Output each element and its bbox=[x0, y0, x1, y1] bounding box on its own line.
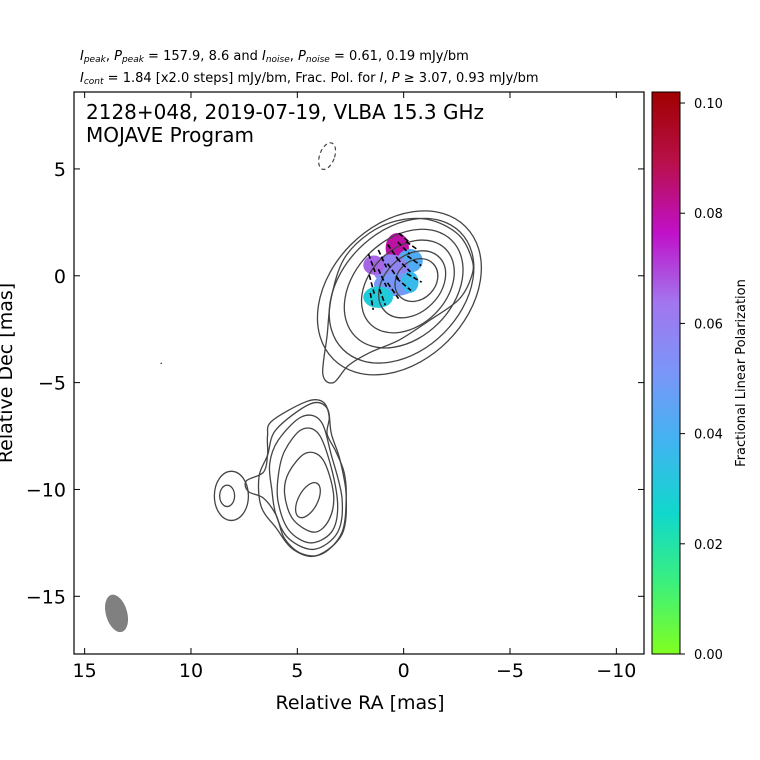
y-tick-label: 0 bbox=[54, 266, 66, 288]
i-cont-sub: cont bbox=[83, 77, 104, 87]
evpa-stick bbox=[406, 272, 423, 283]
x-axis-label: Relative RA [mas] bbox=[275, 692, 444, 714]
core-contour bbox=[328, 217, 475, 364]
y-tick-label: −5 bbox=[38, 373, 66, 395]
y-tick-label: −10 bbox=[26, 479, 66, 501]
peak-values: 157.9, 8.6 bbox=[163, 49, 230, 64]
evpa-stick bbox=[377, 268, 388, 287]
evpa-stick bbox=[406, 255, 422, 267]
p-noise-sub: noise bbox=[305, 55, 330, 65]
core-contour bbox=[378, 250, 447, 319]
chart-title: 2128+048, 2019-07-19, VLBA 15.3 GHz bbox=[86, 100, 484, 124]
evpa-stick bbox=[368, 274, 376, 294]
polarization-patch bbox=[401, 271, 419, 293]
chart-subtitle: MOJAVE Program bbox=[86, 123, 254, 147]
p-peak-sub: peak bbox=[121, 55, 144, 65]
jet-inner-contour bbox=[294, 482, 321, 519]
stray-point bbox=[160, 362, 163, 365]
core-contour bbox=[360, 239, 455, 334]
y-tick-label: 5 bbox=[54, 159, 66, 181]
evpa-stick bbox=[386, 282, 400, 300]
evpa-stick bbox=[377, 249, 388, 268]
p-noise-label: P bbox=[298, 49, 306, 64]
i-peak-label: I bbox=[80, 49, 84, 64]
y-axis-label: Relative Dec [mas] bbox=[0, 283, 17, 463]
cont-text: = 1.84 [x2.0 steps] mJy/bm, Frac. Pol. f… bbox=[107, 71, 376, 86]
evpa-stick bbox=[369, 292, 375, 310]
y-tick-label: −15 bbox=[26, 586, 66, 608]
evpa-stick bbox=[396, 257, 411, 273]
jet-contour bbox=[257, 401, 348, 558]
beam-ellipse bbox=[105, 594, 129, 633]
evpa-stick bbox=[397, 241, 411, 255]
side-component-contour bbox=[213, 470, 250, 522]
x-tick-label: 5 bbox=[291, 660, 303, 682]
x-tick-label: 0 bbox=[398, 660, 410, 682]
i-cont-label: I bbox=[80, 71, 84, 86]
header-line-1: Ipeak, Ppeak = 157.9, 8.6 and Inoise, Pn… bbox=[80, 49, 469, 65]
x-tick-label: −5 bbox=[496, 660, 524, 682]
jet-contour bbox=[276, 427, 339, 544]
colorbar bbox=[651, 91, 681, 655]
p-peak-label: P bbox=[114, 49, 122, 64]
core-contour bbox=[394, 257, 439, 303]
x-tick-label: 10 bbox=[179, 660, 203, 682]
colorbar-tick-label: 0.06 bbox=[694, 317, 723, 332]
evpa-stick bbox=[398, 232, 410, 243]
x-tick-label: 15 bbox=[73, 660, 97, 682]
axis-ticks: 15 10 5 0 −5 −10 5 0 −5 −10 −15 bbox=[26, 92, 644, 682]
thresh-values: 3.07, 0.93 mJy/bm bbox=[418, 71, 539, 86]
plot-content bbox=[105, 142, 483, 633]
and-word: and bbox=[233, 49, 258, 64]
colorbar-tick-label: 0.02 bbox=[694, 538, 723, 553]
colorbar-ticks: 0.00 0.02 0.04 0.06 0.08 0.10 bbox=[680, 97, 723, 663]
noise-values: 0.61, 0.19 mJy/bm bbox=[349, 49, 469, 64]
evpa-stick bbox=[367, 253, 376, 273]
jet-contour bbox=[268, 414, 344, 551]
i-noise-label: I bbox=[262, 49, 266, 64]
i-label: I bbox=[379, 71, 384, 86]
evpa-stick bbox=[405, 240, 419, 251]
core-contour bbox=[316, 210, 483, 376]
i-noise-sub: noise bbox=[265, 55, 290, 65]
x-tick-label: −10 bbox=[596, 660, 636, 682]
jet-contour bbox=[283, 451, 335, 533]
evpa-stick bbox=[378, 288, 387, 306]
header-line-2: Icont = 1.84 [x2.0 steps] mJy/bm, Frac. … bbox=[80, 71, 539, 87]
evpa-stick bbox=[395, 277, 412, 292]
core-outer-contour bbox=[321, 217, 474, 384]
i-peak-sub: peak bbox=[83, 55, 106, 65]
colorbar-tick-label: 0.10 bbox=[694, 97, 723, 112]
plot-frame bbox=[73, 91, 645, 655]
evpa-stick bbox=[386, 243, 400, 261]
colorbar-tick-label: 0.04 bbox=[694, 428, 723, 443]
colorbar-label: Fractional Linear Polarization bbox=[734, 279, 749, 467]
p-label: P bbox=[391, 71, 400, 86]
negative-contour bbox=[318, 142, 337, 171]
side-component-contour bbox=[219, 484, 236, 508]
colorbar-tick-label: 0.00 bbox=[694, 648, 723, 663]
evpa-stick bbox=[386, 263, 400, 280]
colorbar-tick-label: 0.08 bbox=[694, 207, 723, 222]
jet-outer-contour bbox=[244, 399, 347, 557]
